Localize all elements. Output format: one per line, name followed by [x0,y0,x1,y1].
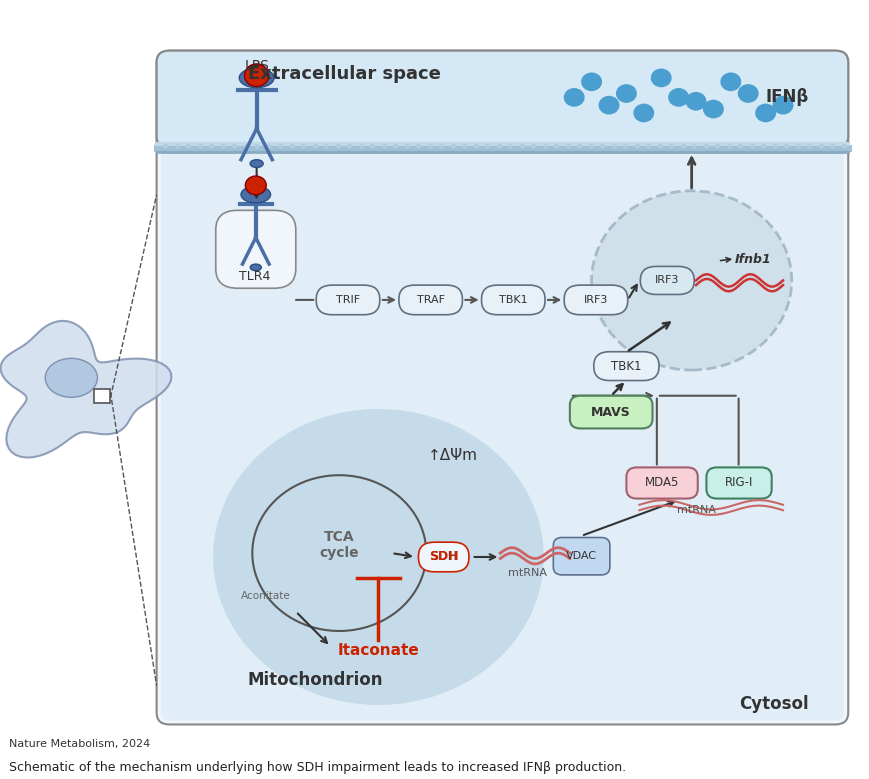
Circle shape [598,96,619,115]
Text: Schematic of the mechanism underlying how SDH impairment leads to increased IFNβ: Schematic of the mechanism underlying ho… [9,761,625,774]
Text: VDAC: VDAC [565,552,596,561]
Circle shape [245,64,268,84]
Ellipse shape [250,264,261,271]
Text: Cytosol: Cytosol [739,695,808,713]
FancyBboxPatch shape [553,538,609,575]
Circle shape [245,176,266,195]
Circle shape [244,65,269,86]
FancyBboxPatch shape [156,51,847,148]
Text: LPS: LPS [244,59,269,73]
Text: IRF3: IRF3 [654,276,679,285]
Text: MAVS: MAVS [591,406,630,418]
Text: IFNβ: IFNβ [765,88,808,107]
FancyBboxPatch shape [593,352,659,380]
Text: Aconitate: Aconitate [240,591,290,601]
Text: IRF3: IRF3 [583,295,607,305]
Text: mtRNA: mtRNA [507,568,546,577]
Text: Extracellular space: Extracellular space [248,65,441,83]
Text: Nature Metabolism, 2024: Nature Metabolism, 2024 [9,739,149,749]
Circle shape [754,104,775,122]
FancyBboxPatch shape [418,542,468,572]
Text: Mitochondrion: Mitochondrion [248,671,383,689]
Circle shape [633,104,653,122]
Text: SDH: SDH [428,551,458,563]
Ellipse shape [241,186,270,203]
Text: RIG-I: RIG-I [724,477,753,489]
Text: mtRNA: mtRNA [676,506,714,515]
Ellipse shape [250,160,262,167]
FancyBboxPatch shape [706,467,771,499]
Circle shape [615,84,636,103]
Text: TCA
cycle: TCA cycle [319,530,359,560]
FancyBboxPatch shape [640,266,693,294]
Text: MDA5: MDA5 [644,477,679,489]
Polygon shape [1,321,171,457]
FancyBboxPatch shape [399,285,462,315]
FancyBboxPatch shape [316,285,380,315]
FancyBboxPatch shape [216,210,295,288]
FancyBboxPatch shape [626,467,697,499]
Ellipse shape [213,409,543,705]
FancyBboxPatch shape [569,396,652,428]
Circle shape [702,100,723,118]
FancyBboxPatch shape [156,51,847,724]
Text: SDH: SDH [429,551,457,563]
Text: Ifnb1: Ifnb1 [734,253,771,266]
Ellipse shape [45,358,97,397]
Circle shape [720,72,740,91]
Circle shape [580,72,601,91]
FancyBboxPatch shape [481,285,544,315]
Circle shape [685,92,706,111]
Text: TLR4: TLR4 [239,270,270,283]
FancyBboxPatch shape [161,148,843,721]
FancyBboxPatch shape [94,389,109,403]
Circle shape [772,96,793,115]
Text: TRIF: TRIF [335,295,360,305]
Text: TRAF: TRAF [416,295,444,305]
Circle shape [737,84,758,103]
Text: Itaconate: Itaconate [337,643,419,658]
Text: TBK1: TBK1 [499,295,527,305]
Ellipse shape [239,69,274,88]
Text: TBK1: TBK1 [610,360,641,372]
Circle shape [563,88,584,107]
Circle shape [650,69,671,87]
Circle shape [667,88,688,107]
Circle shape [591,191,791,370]
FancyBboxPatch shape [564,285,627,315]
Text: ↑ΔΨm: ↑ΔΨm [427,448,477,464]
